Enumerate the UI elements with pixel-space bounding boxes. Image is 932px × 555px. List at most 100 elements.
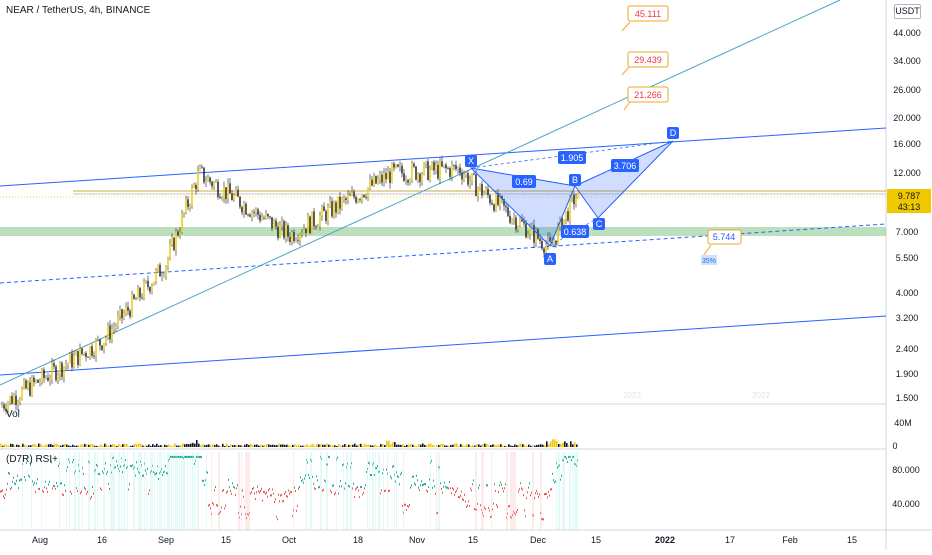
ratio-label-xb[interactable]: 0.69 — [512, 175, 536, 188]
rsi-overbought-band — [351, 452, 352, 530]
candle-body — [91, 346, 93, 356]
volume-bar — [426, 445, 428, 447]
rsi-point — [473, 479, 474, 482]
rsi-point — [577, 459, 578, 462]
rsi-point — [268, 489, 269, 492]
candle-body — [87, 356, 89, 358]
lower-trendline[interactable] — [0, 315, 887, 376]
rsi-point — [176, 455, 177, 458]
rsi-point — [434, 485, 435, 488]
candle-body — [223, 187, 225, 198]
rsi-point — [395, 480, 396, 483]
pattern-point-d[interactable]: D — [667, 127, 679, 139]
rsi-point — [549, 494, 550, 497]
rsi-point — [186, 455, 187, 458]
rsi-point — [447, 486, 448, 489]
volume-bar — [296, 445, 298, 447]
candle-body — [77, 350, 79, 366]
rsi-point — [472, 483, 473, 486]
symbol-title[interactable]: NEAR / TetherUS, 4h, BINANCE — [6, 5, 151, 16]
rsi-point — [398, 476, 399, 479]
rsi-point — [162, 473, 163, 476]
candle-body — [539, 238, 541, 241]
rsi-point — [572, 455, 573, 458]
ratio-bd-text: 3.706 — [614, 161, 637, 171]
pattern-point-a-label: A — [547, 254, 553, 264]
ratio-label-xd[interactable]: 1.905 — [558, 151, 586, 164]
pattern-point-b[interactable]: B — [569, 174, 581, 186]
rsi-point — [455, 491, 456, 494]
rsi-point — [197, 455, 198, 458]
rsi-point — [300, 476, 301, 479]
rsi-overbought-band — [367, 452, 368, 530]
candle-body — [433, 162, 435, 171]
ascending-channel-line[interactable] — [0, 0, 841, 386]
target-callout-1[interactable]: 45.111 — [621, 5, 669, 32]
target-callout-2[interactable]: 29.439 — [621, 51, 669, 76]
candle-body — [221, 197, 223, 199]
volume-bar — [184, 444, 186, 447]
candle-body — [377, 179, 379, 184]
rsi-point — [443, 485, 444, 488]
rsi-point — [25, 479, 26, 482]
candle-body — [43, 369, 45, 379]
rsi-point — [277, 518, 278, 521]
pattern-point-c[interactable]: C — [593, 218, 605, 230]
rsi-point — [349, 485, 350, 488]
volume-bar — [304, 445, 306, 447]
pattern-point-a[interactable]: A — [544, 253, 556, 265]
volume-bar — [78, 445, 80, 447]
volume-bar — [36, 445, 38, 447]
rsi-point — [116, 460, 117, 463]
rsi-point — [360, 486, 361, 489]
rsi-point — [313, 482, 314, 485]
rsi-pane-label[interactable]: (D7R) RSI+ — [6, 454, 58, 465]
time-axis[interactable]: Aug 16 Sep 15 Oct 18 Nov 15 Dec 15 2022 17 Feb 15 — [32, 535, 857, 545]
candle-body — [263, 217, 265, 219]
rsi-point — [390, 475, 391, 478]
currency-button[interactable]: USDT — [894, 4, 921, 19]
harmonic-pattern[interactable] — [469, 140, 674, 247]
volume-bar — [262, 445, 264, 447]
rsi-point — [182, 456, 183, 459]
support-zone[interactable] — [0, 227, 886, 236]
candle-body — [85, 352, 87, 357]
rsi-point — [92, 485, 93, 488]
rsi-point — [518, 490, 519, 493]
volume-bar — [484, 443, 486, 447]
time-tick-label: Nov — [409, 535, 426, 545]
pattern-point-x[interactable]: X — [465, 155, 477, 167]
candle-body — [131, 294, 133, 317]
rsi-point — [126, 467, 127, 470]
rsi-point — [104, 467, 105, 470]
ratio-label-bd[interactable]: 3.706 — [611, 159, 639, 172]
upper-trendline[interactable] — [0, 127, 887, 187]
rsi-point — [65, 489, 66, 492]
rsi-point — [410, 486, 411, 489]
volume-bar — [452, 444, 454, 447]
rsi-point — [145, 469, 146, 472]
candle-body — [183, 212, 185, 214]
candle-body — [435, 164, 437, 171]
time-tick-label: Feb — [782, 535, 798, 545]
candle-body — [93, 355, 95, 357]
support-callout[interactable]: 5.744 35% — [701, 229, 742, 265]
candle-body — [237, 189, 239, 197]
pattern-point-c-label: C — [596, 219, 603, 229]
rsi-point — [190, 455, 191, 458]
candle-body — [81, 348, 83, 355]
target-callout-3[interactable]: 21.266 — [623, 86, 669, 111]
ratio-label-ac[interactable]: 0.638 — [561, 225, 589, 238]
volume-bar — [434, 445, 436, 447]
candle-body — [305, 228, 307, 233]
volume-bar — [58, 445, 60, 447]
volume-pane-label[interactable]: Vol — [6, 409, 20, 420]
rsi-point — [576, 464, 577, 467]
volume-bar — [196, 439, 198, 447]
rsi-point — [218, 512, 219, 515]
volume-bar — [28, 445, 30, 447]
volume-bar — [400, 444, 402, 447]
dashed-trendline[interactable] — [0, 223, 887, 284]
